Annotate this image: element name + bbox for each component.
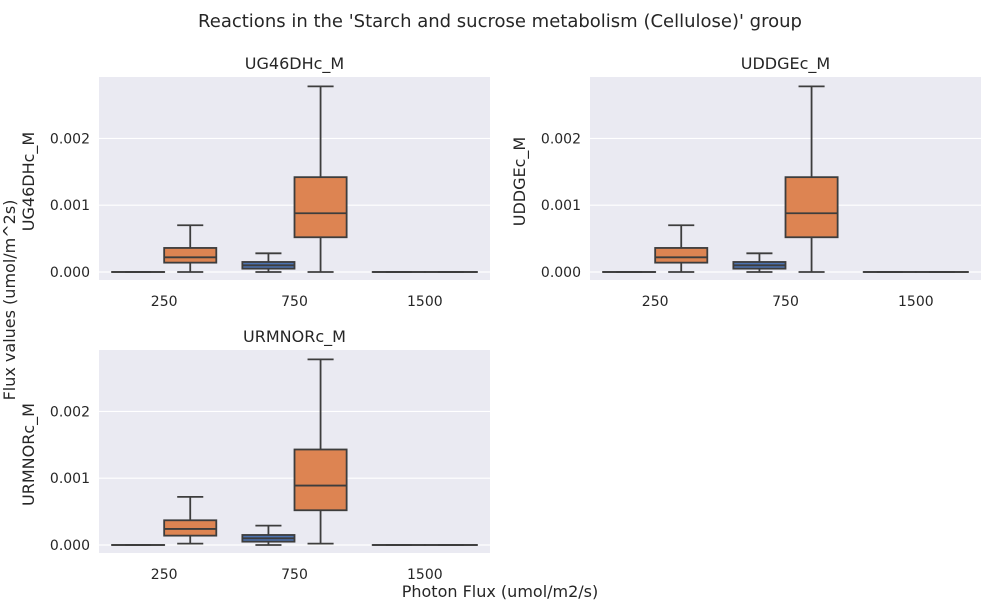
x-tick-label: 250 [642, 294, 669, 310]
box-750-blue [241, 252, 296, 273]
y-tick-label: 0.001 [50, 471, 90, 487]
x-tick-label: 750 [281, 294, 308, 310]
y-tick-label: 0.002 [50, 404, 90, 420]
x-tick-label: 750 [772, 294, 799, 310]
subplot-title: UG46DHc_M [245, 54, 344, 74]
figure-title: Reactions in the 'Starch and sucrose met… [198, 11, 802, 32]
box-250-orange [163, 224, 218, 273]
y-tick-label: 0.000 [50, 538, 90, 554]
x-tick-label: 1500 [898, 294, 934, 310]
subplot-title: URMNORc_M [243, 327, 346, 347]
box-body [163, 519, 218, 537]
x-tick-label: 250 [151, 294, 178, 310]
x-tick-label: 750 [281, 567, 308, 583]
box-750-orange [293, 358, 348, 545]
box-body [163, 247, 218, 264]
subplot-ug46dhc: 0.000 0.001 0.002 250 750 1500 UG46DHc_M UG46DH… [19, 54, 490, 310]
box-250-orange [654, 224, 709, 273]
box-750-blue [241, 524, 296, 546]
subplot-urmnorc: 0.000 0.001 0.002 250 750 1500 URMNORc_M URMNOR… [19, 327, 490, 583]
box-750-blue [732, 252, 787, 273]
subplot-uddgec: 0.000 0.001 0.002 250 750 1500 UDDGEc_M UDDGEc_… [510, 54, 981, 310]
x-tick-label: 250 [151, 567, 178, 583]
box-750-orange [293, 85, 348, 273]
box-body [293, 448, 348, 512]
figure-xlabel: Photon Flux (umol/m2/s) [402, 582, 599, 600]
x-tick-label: 1500 [407, 294, 443, 310]
x-tick-label: 1500 [407, 567, 443, 583]
box-250-orange [163, 496, 218, 545]
subplot-title: UDDGEc_M [741, 54, 830, 74]
y-tick-label: 0.001 [541, 198, 581, 214]
box-750-orange [784, 85, 839, 273]
y-tick-label: 0.002 [50, 131, 90, 147]
figure-ylabel: Flux values (umol/m^2s) [0, 200, 19, 401]
box-body [784, 176, 839, 239]
y-tick-label: 0.001 [50, 198, 90, 214]
y-tick-label: 0.000 [541, 265, 581, 281]
box-body [293, 176, 348, 239]
y-tick-label: 0.002 [541, 131, 581, 147]
subplot-ylabel: URMNORc_M [19, 403, 39, 506]
subplot-ylabel: UG46DHc_M [19, 132, 39, 231]
box-body [654, 247, 709, 264]
subplot-ylabel: UDDGEc_M [510, 137, 530, 226]
y-tick-label: 0.000 [50, 265, 90, 281]
